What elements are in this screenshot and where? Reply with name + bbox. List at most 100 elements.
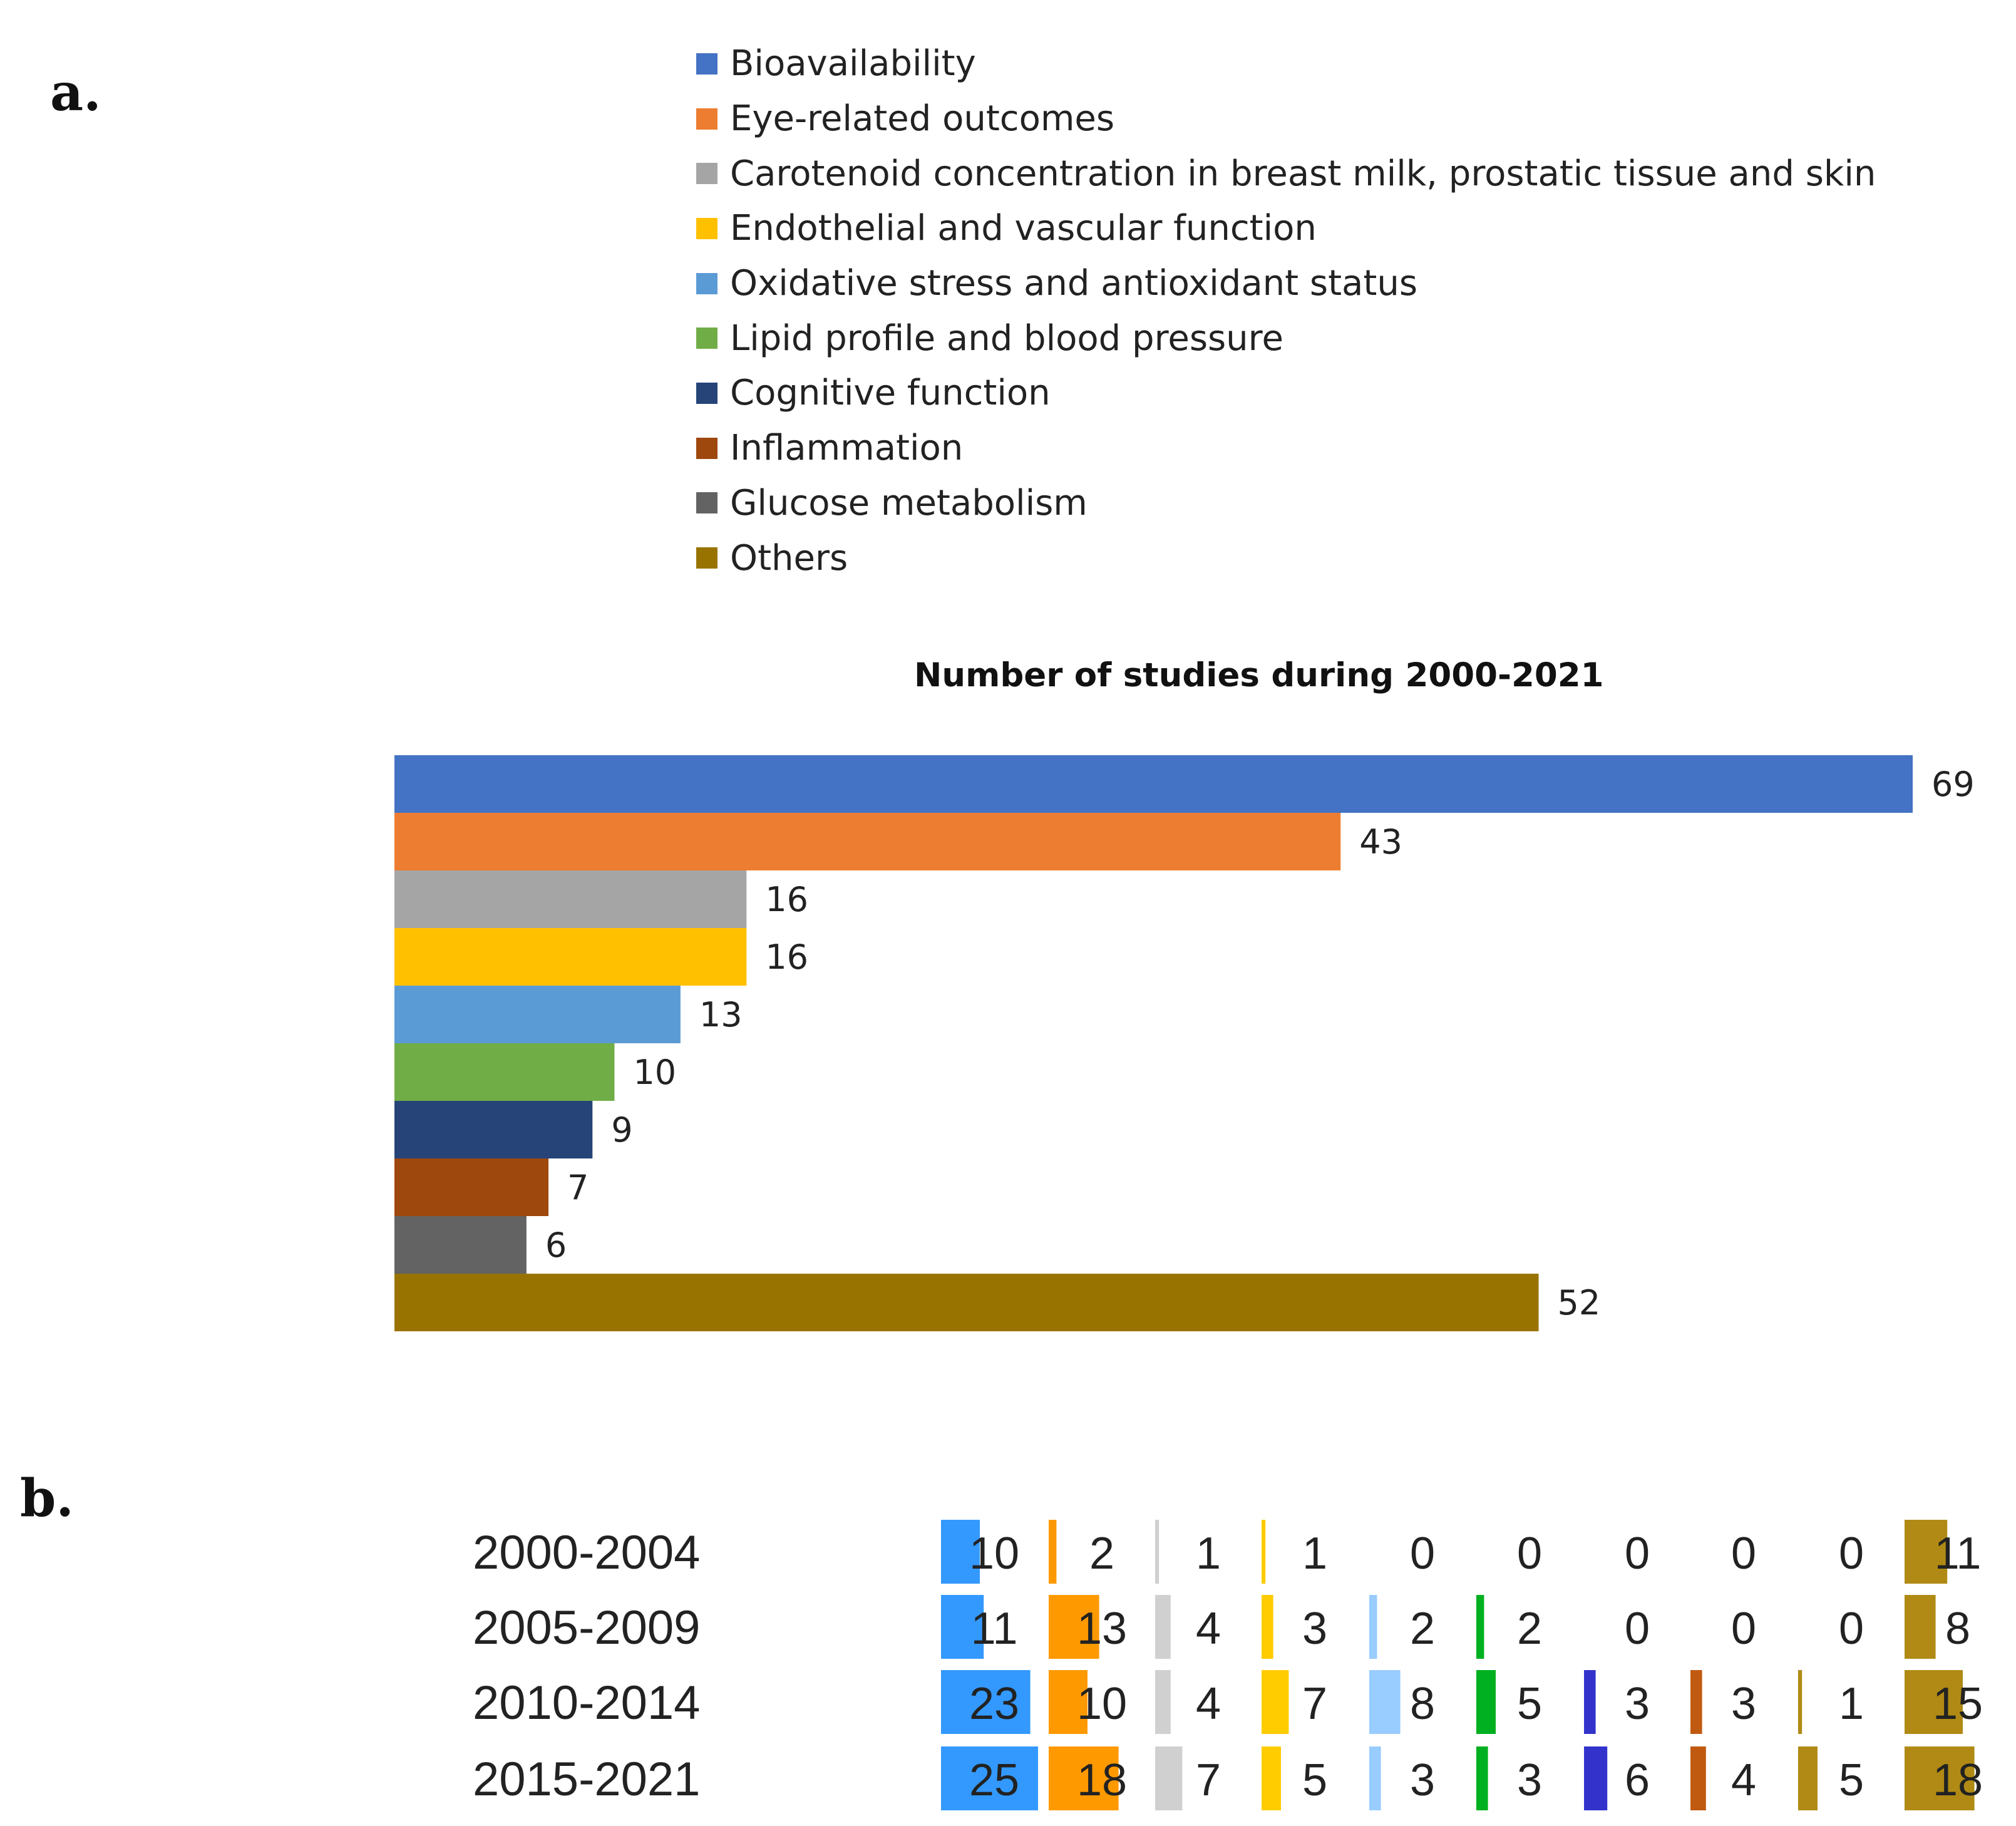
legend-swatch bbox=[696, 108, 717, 130]
cell-value: 5 bbox=[1839, 1755, 1864, 1805]
chart-legend: Bioavailability Eye-related outcomes Carot… bbox=[696, 36, 2011, 585]
cell-bar bbox=[941, 1746, 1038, 1810]
cell-bar bbox=[1049, 1520, 1057, 1584]
row-label: 2015-2021 bbox=[473, 1753, 700, 1806]
cell-value: 3 bbox=[1410, 1755, 1435, 1805]
row-label: 2000-2004 bbox=[473, 1526, 700, 1579]
legend-item: Carotenoid concentration in breast milk,… bbox=[696, 146, 2011, 201]
legend-item: Lipid profile and blood pressure bbox=[696, 311, 2011, 366]
bar-data-label: 7 bbox=[567, 1168, 589, 1207]
bar bbox=[394, 1216, 527, 1274]
cell-bar bbox=[1049, 1595, 1099, 1659]
bar bbox=[394, 928, 747, 986]
cell-value: 23 bbox=[969, 1679, 1019, 1729]
cell-value: 0 bbox=[1731, 1604, 1756, 1654]
cell-bar bbox=[1155, 1595, 1171, 1659]
bar-data-label: 52 bbox=[1558, 1283, 1601, 1323]
bar-data-label: 10 bbox=[633, 1053, 676, 1092]
legend-swatch bbox=[696, 437, 717, 459]
legend-label: Lipid profile and blood pressure bbox=[730, 317, 1283, 359]
cell-bar bbox=[1905, 1595, 1936, 1659]
legend-label: Glucose metabolism bbox=[730, 482, 1088, 524]
cell-value: 8 bbox=[1410, 1679, 1435, 1729]
cell-bar bbox=[1369, 1670, 1401, 1734]
cell-value: 13 bbox=[1077, 1604, 1127, 1654]
bar-data-label: 6 bbox=[545, 1225, 567, 1265]
cell-value: 3 bbox=[1302, 1604, 1327, 1654]
bar bbox=[394, 1043, 615, 1101]
cell-bar bbox=[1798, 1670, 1803, 1734]
legend-item: Cognitive function bbox=[696, 366, 2011, 421]
row-label: 2005-2009 bbox=[473, 1601, 700, 1654]
cell-bar bbox=[1476, 1670, 1496, 1734]
cell-value: 10 bbox=[1077, 1679, 1127, 1729]
chart-title: Number of studies during 2000-2021 bbox=[914, 656, 1604, 694]
legend-item: Inflammation bbox=[696, 421, 2011, 476]
legend-label: Others bbox=[730, 537, 848, 579]
cell-value: 8 bbox=[1945, 1604, 1970, 1654]
cell-bar bbox=[1155, 1670, 1171, 1734]
bar bbox=[394, 813, 1341, 870]
bar bbox=[394, 1274, 1539, 1331]
legend-label: Endothelial and vascular function bbox=[730, 208, 1317, 249]
bar-data-label: 16 bbox=[765, 880, 808, 919]
bar-data-label: 9 bbox=[611, 1110, 632, 1150]
legend-item: Bioavailability bbox=[696, 36, 2011, 91]
legend-item: Glucose metabolism bbox=[696, 476, 2011, 531]
cell-bar bbox=[1690, 1746, 1706, 1810]
cell-value: 10 bbox=[969, 1529, 1019, 1579]
cell-bar bbox=[1905, 1670, 1963, 1734]
cell-value: 0 bbox=[1625, 1604, 1650, 1654]
cell-value: 2 bbox=[1089, 1529, 1114, 1579]
cell-value: 0 bbox=[1625, 1529, 1650, 1579]
cell-value: 3 bbox=[1625, 1679, 1650, 1729]
cell-bar bbox=[1476, 1595, 1484, 1659]
cell-value: 15 bbox=[1933, 1679, 1983, 1729]
cell-bar bbox=[941, 1595, 984, 1659]
cell-bar bbox=[1798, 1746, 1818, 1810]
legend-swatch bbox=[696, 328, 717, 349]
legend-swatch bbox=[696, 547, 717, 569]
bar bbox=[394, 1101, 593, 1158]
cell-value: 1 bbox=[1839, 1679, 1864, 1729]
bar-data-label: 16 bbox=[765, 937, 808, 977]
cell-bar bbox=[1476, 1746, 1488, 1810]
row-label: 2010-2014 bbox=[473, 1676, 700, 1730]
cell-bar bbox=[1262, 1520, 1266, 1584]
cell-bar bbox=[1155, 1746, 1183, 1810]
legend-label: Bioavailability bbox=[730, 43, 976, 85]
cell-value: 0 bbox=[1517, 1529, 1542, 1579]
cell-value: 0 bbox=[1410, 1529, 1435, 1579]
legend-item: Others bbox=[696, 530, 2011, 585]
cell-bar bbox=[1584, 1746, 1608, 1810]
cell-value: 3 bbox=[1731, 1679, 1756, 1729]
cell-bar bbox=[1369, 1746, 1381, 1810]
cell-value: 1 bbox=[1196, 1529, 1221, 1579]
cell-value: 1 bbox=[1302, 1529, 1327, 1579]
cell-value: 2 bbox=[1410, 1604, 1435, 1654]
cell-value: 2 bbox=[1517, 1604, 1542, 1654]
cell-bar bbox=[1155, 1520, 1160, 1584]
legend-label: Inflammation bbox=[730, 428, 964, 469]
legend-item: Eye-related outcomes bbox=[696, 91, 2011, 147]
cell-bar bbox=[1262, 1670, 1289, 1734]
cell-value: 7 bbox=[1302, 1679, 1327, 1729]
cell-value: 0 bbox=[1839, 1529, 1864, 1579]
cell-bar bbox=[1262, 1746, 1281, 1810]
bar bbox=[394, 1158, 549, 1216]
panel-label-b: b. bbox=[20, 1468, 74, 1529]
cell-value: 5 bbox=[1302, 1755, 1327, 1805]
cell-bar bbox=[1049, 1746, 1119, 1810]
legend-label: Oxidative stress and antioxidant status bbox=[730, 263, 1417, 304]
legend-swatch bbox=[696, 163, 717, 185]
cell-bar bbox=[1262, 1595, 1273, 1659]
legend-swatch bbox=[696, 492, 717, 514]
bar-data-label: 69 bbox=[1931, 765, 1975, 804]
legend-swatch bbox=[696, 217, 717, 239]
cell-value: 11 bbox=[1935, 1529, 1982, 1579]
legend-item: Oxidative stress and antioxidant status bbox=[696, 256, 2011, 311]
cell-value: 4 bbox=[1196, 1604, 1221, 1654]
cell-value: 18 bbox=[1077, 1755, 1127, 1805]
